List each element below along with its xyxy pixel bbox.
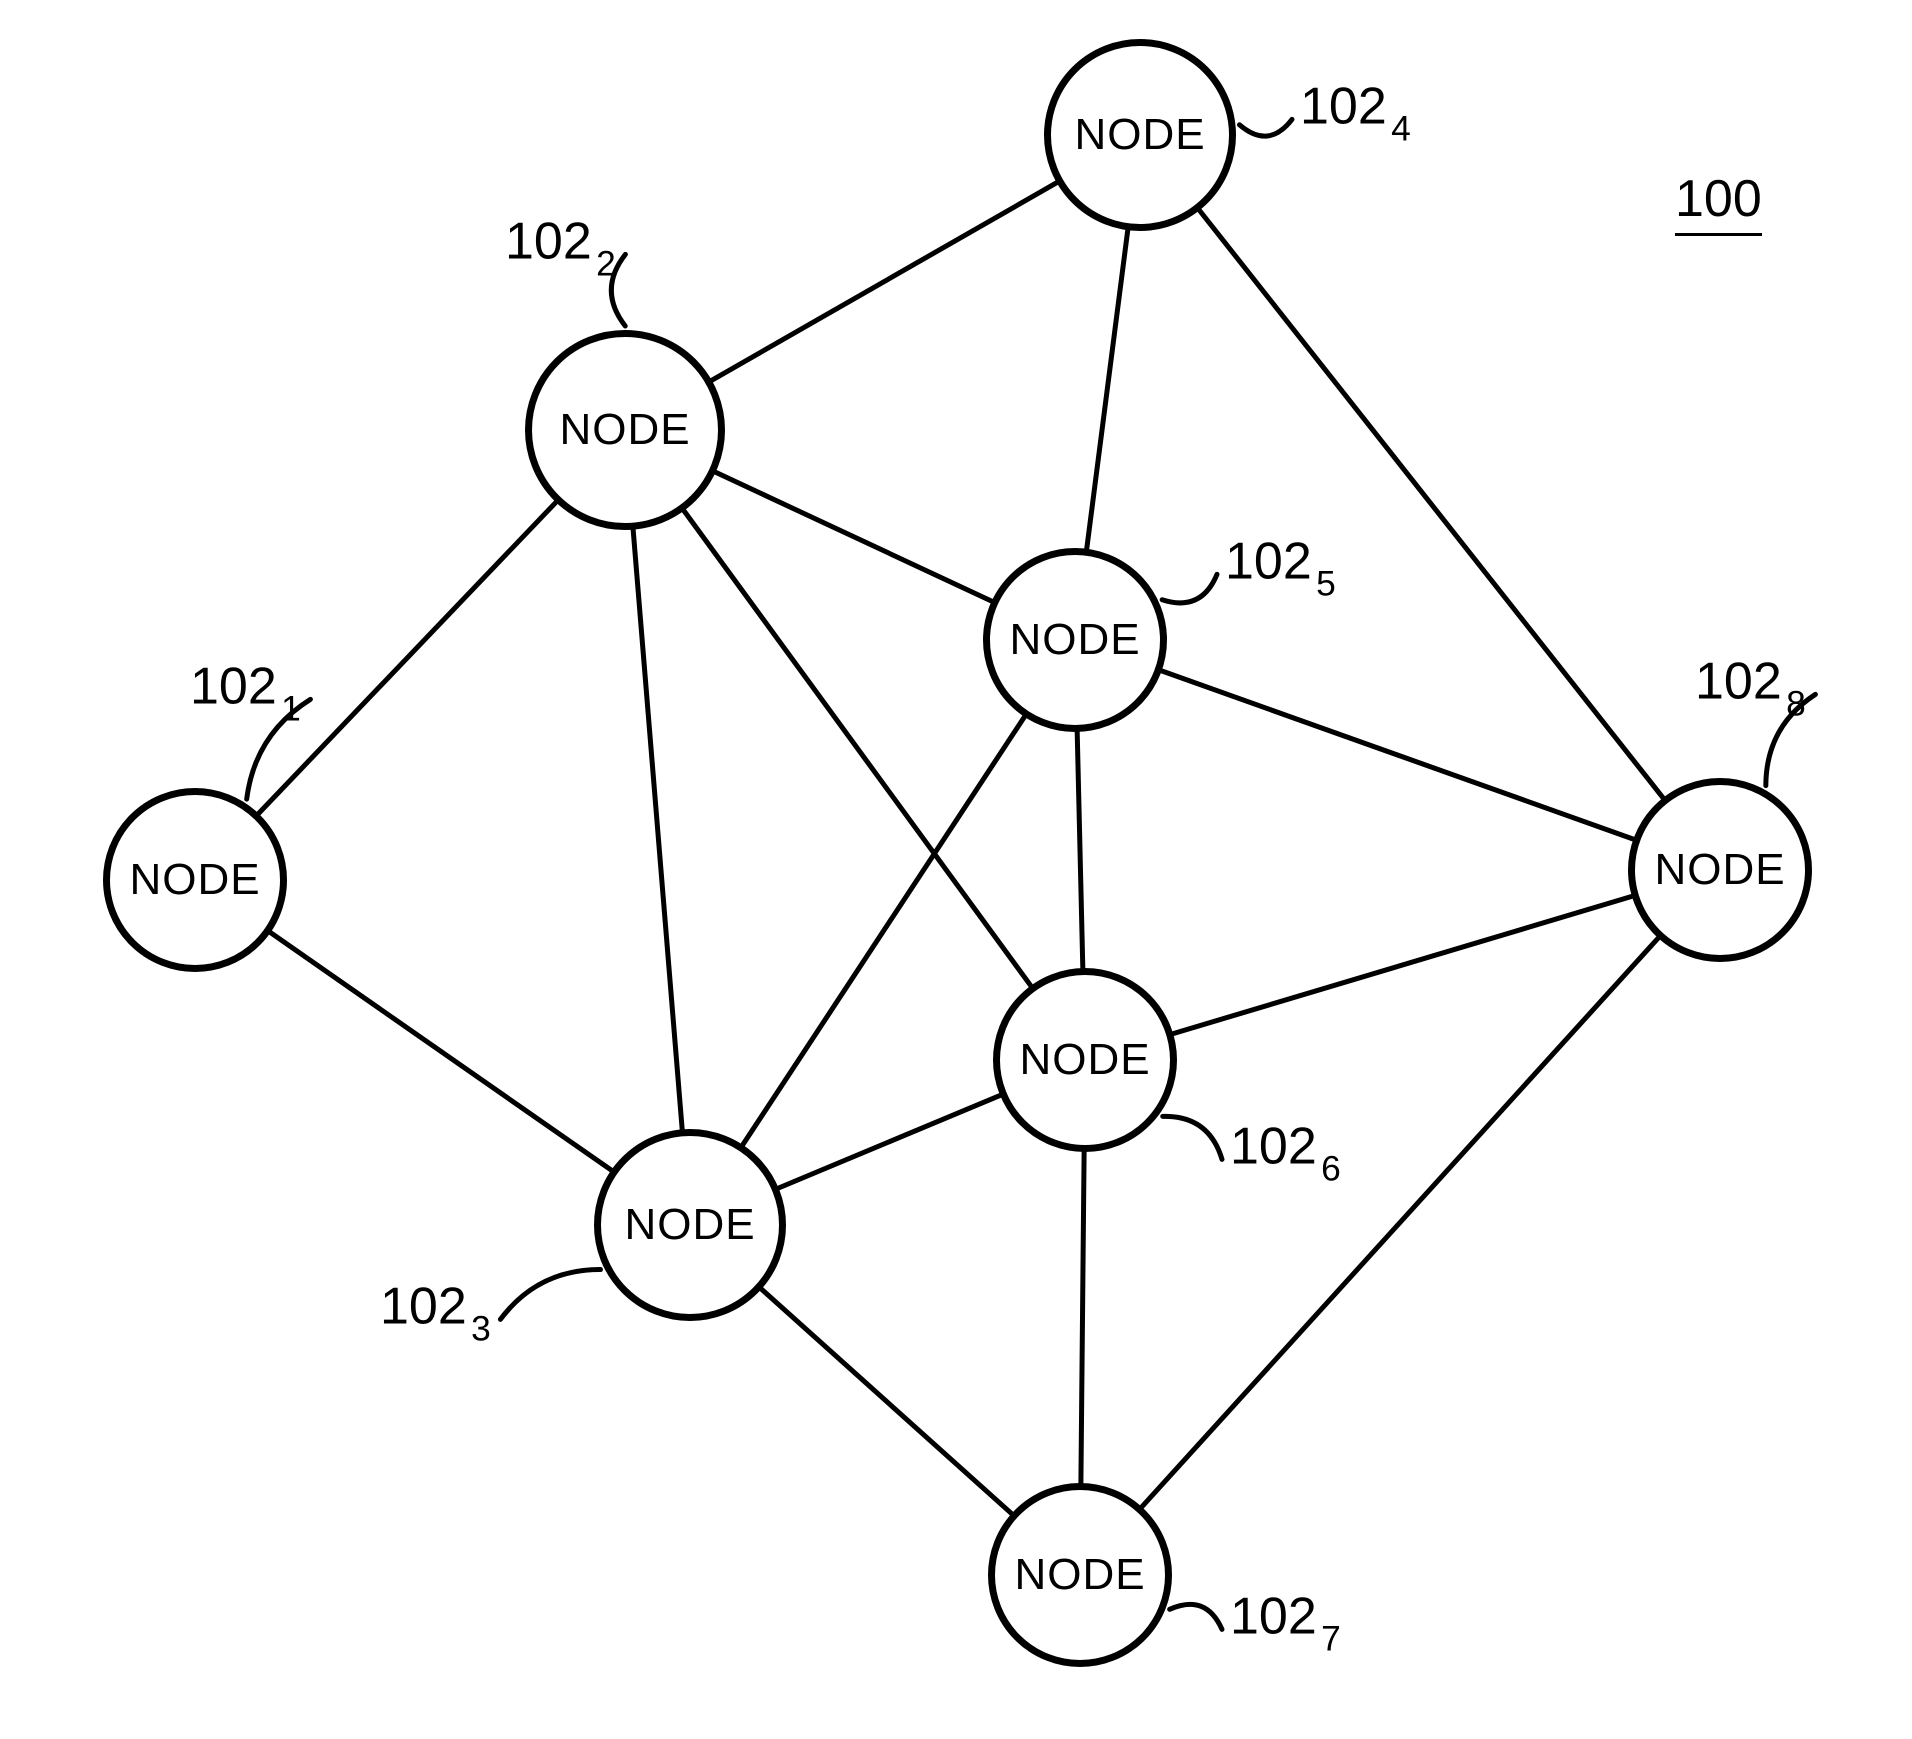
edge	[779, 1095, 1001, 1188]
node-ref-label: 102 1	[190, 656, 301, 723]
node-ref-label: 102 3	[380, 1276, 491, 1343]
edge	[684, 511, 1031, 986]
edge	[1173, 896, 1632, 1033]
graph-node-label: NODE	[1009, 615, 1140, 665]
edge	[1077, 732, 1083, 968]
node-ref-sub: 8	[1786, 684, 1806, 723]
node-ref-base: 102	[1230, 1587, 1317, 1645]
node-ref-sub: 7	[1321, 1619, 1341, 1658]
node-ref-label: 102 6	[1230, 1116, 1341, 1183]
graph-node: NODE	[103, 788, 287, 972]
figure-ref-text: 100	[1675, 170, 1762, 228]
node-ref-sub: 5	[1316, 564, 1336, 603]
node-ref-label: 102 7	[1230, 1586, 1341, 1653]
graph-node-label: NODE	[559, 405, 690, 455]
node-ref-sub: 6	[1321, 1149, 1341, 1188]
graph-node: NODE	[525, 330, 725, 530]
node-ref-base: 102	[505, 212, 592, 270]
node-ref-label: 102 4	[1300, 76, 1411, 143]
graph-node: NODE	[594, 1129, 786, 1321]
node-ref-label: 102 5	[1225, 531, 1336, 598]
graph-node: NODE	[993, 968, 1177, 1152]
node-ref-base: 102	[190, 657, 277, 715]
edge-layer	[0, 0, 1912, 1739]
node-ref-label: 102 2	[505, 211, 616, 278]
graph-node: NODE	[1044, 39, 1236, 231]
graph-node-label: NODE	[1654, 845, 1785, 895]
edge	[1081, 1152, 1084, 1483]
node-ref-base: 102	[1230, 1117, 1317, 1175]
diagram-stage: { "type": "network", "width": 1912, "hei…	[0, 0, 1912, 1739]
figure-ref-label: 100	[1675, 169, 1762, 236]
node-ref-base: 102	[380, 1277, 467, 1335]
graph-node: NODE	[1628, 778, 1812, 962]
node-ref-base: 102	[1695, 652, 1782, 710]
edge	[633, 530, 682, 1130]
graph-node: NODE	[988, 1483, 1172, 1667]
edge	[1087, 230, 1128, 549]
edge	[761, 1289, 1011, 1513]
node-ref-base: 102	[1300, 77, 1387, 135]
node-ref-sub: 1	[281, 689, 301, 728]
node-ref-sub: 4	[1391, 109, 1411, 148]
graph-node-label: NODE	[1014, 1550, 1145, 1600]
edge	[1162, 671, 1634, 839]
node-ref-sub: 2	[596, 244, 616, 283]
edge	[270, 933, 611, 1171]
edge	[712, 183, 1057, 381]
graph-node: NODE	[983, 548, 1167, 732]
edge	[716, 472, 992, 601]
graph-node-label: NODE	[129, 855, 260, 905]
node-ref-label: 102 8	[1695, 651, 1806, 718]
edge	[1142, 938, 1658, 1507]
graph-node-label: NODE	[1074, 110, 1205, 160]
graph-node-label: NODE	[624, 1200, 755, 1250]
node-ref-sub: 3	[471, 1309, 491, 1348]
node-ref-base: 102	[1225, 532, 1312, 590]
graph-node-label: NODE	[1019, 1035, 1150, 1085]
edge	[259, 502, 556, 813]
